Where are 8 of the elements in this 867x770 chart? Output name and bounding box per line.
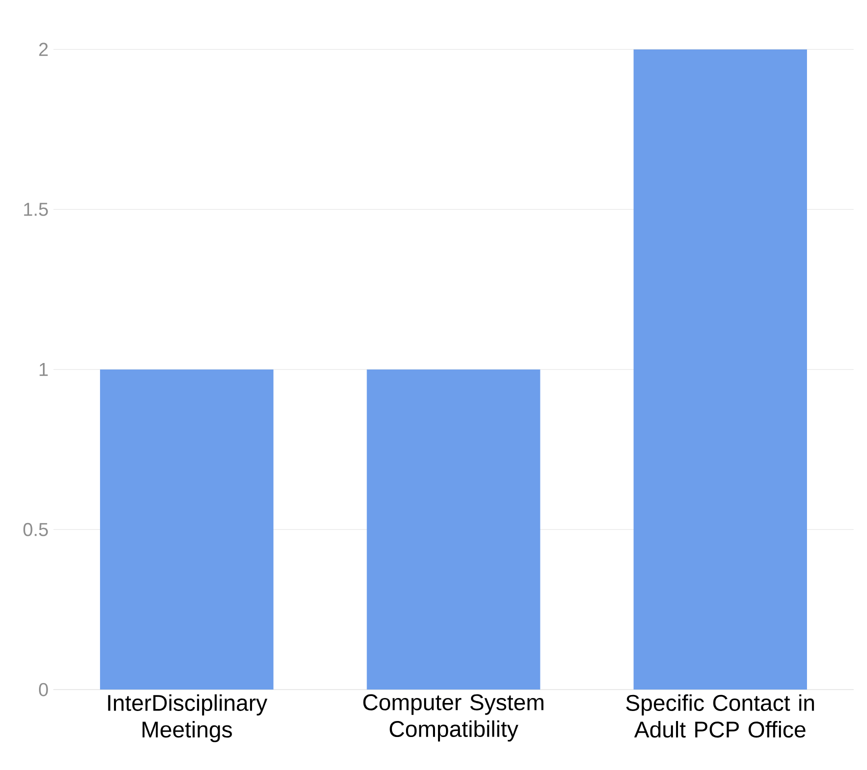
y-tick-label: 2	[39, 42, 48, 56]
x-tick-label: InterDisciplinary Meetings	[108, 694, 268, 742]
x-tick-label: Specific Contact in Adult PCP Office	[626, 694, 814, 738]
x-tick-label: Computer System Compatibility	[363, 694, 544, 742]
y-tick-label: 0	[38, 683, 48, 696]
y-tick-label: 1.5	[24, 203, 48, 216]
y-tick-label: 1	[40, 363, 48, 376]
y-tick-label: 0.5	[23, 523, 48, 536]
